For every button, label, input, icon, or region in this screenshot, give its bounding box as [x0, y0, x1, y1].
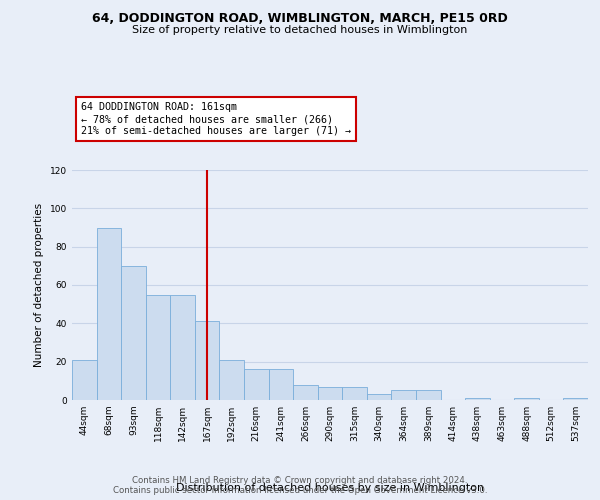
Bar [244, 370, 269, 400]
Bar [146, 294, 170, 400]
Bar [342, 386, 367, 400]
Y-axis label: Number of detached properties: Number of detached properties [34, 203, 44, 367]
Bar [416, 390, 440, 400]
Text: 64, DODDINGTON ROAD, WIMBLINGTON, MARCH, PE15 0RD: 64, DODDINGTON ROAD, WIMBLINGTON, MARCH,… [92, 12, 508, 26]
Bar [563, 398, 588, 400]
Bar [293, 384, 318, 400]
Bar [220, 360, 244, 400]
Bar [514, 398, 539, 400]
Bar [97, 228, 121, 400]
Text: Size of property relative to detached houses in Wimblington: Size of property relative to detached ho… [133, 25, 467, 35]
Bar [391, 390, 416, 400]
Bar [72, 360, 97, 400]
Bar [367, 394, 391, 400]
Text: Contains public sector information licensed under the Open Government Licence v3: Contains public sector information licen… [113, 486, 487, 495]
X-axis label: Distribution of detached houses by size in Wimblington: Distribution of detached houses by size … [176, 483, 484, 493]
Text: Contains HM Land Registry data © Crown copyright and database right 2024.: Contains HM Land Registry data © Crown c… [132, 476, 468, 485]
Bar [121, 266, 146, 400]
Bar [195, 322, 220, 400]
Bar [269, 370, 293, 400]
Text: 64 DODDINGTON ROAD: 161sqm
← 78% of detached houses are smaller (266)
21% of sem: 64 DODDINGTON ROAD: 161sqm ← 78% of deta… [81, 102, 351, 136]
Bar [465, 398, 490, 400]
Bar [318, 386, 342, 400]
Bar [170, 294, 195, 400]
